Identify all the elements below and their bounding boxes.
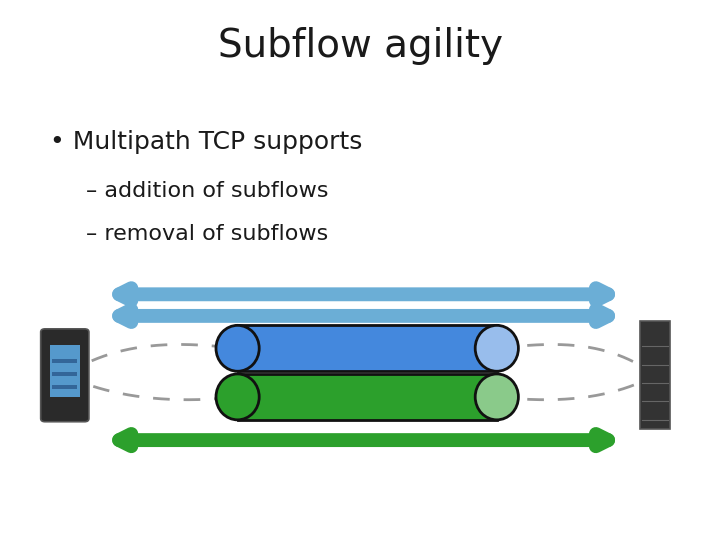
Text: Subflow agility: Subflow agility [217, 27, 503, 65]
Ellipse shape [216, 374, 259, 420]
Bar [52, 372, 78, 376]
Ellipse shape [475, 374, 518, 420]
Bar [50, 345, 80, 397]
Ellipse shape [216, 325, 259, 372]
Bar [640, 321, 670, 429]
FancyBboxPatch shape [40, 329, 89, 422]
Bar [238, 374, 497, 420]
Text: • Multipath TCP supports: • Multipath TCP supports [50, 130, 363, 153]
Text: – addition of subflows: – addition of subflows [86, 181, 329, 201]
Bar [238, 325, 497, 372]
Ellipse shape [475, 325, 518, 372]
Text: – removal of subflows: – removal of subflows [86, 224, 328, 244]
Bar [52, 359, 78, 363]
Bar [52, 385, 78, 389]
